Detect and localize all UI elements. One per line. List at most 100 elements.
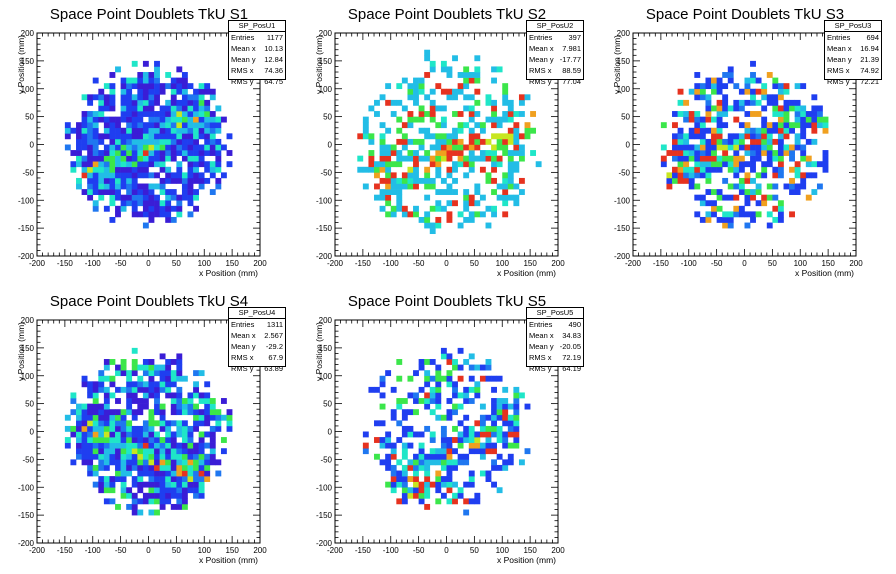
x-tick-label: -100: [85, 546, 102, 555]
bin-cell: [120, 138, 127, 145]
bin-cell: [452, 448, 458, 455]
x-tick-label: 0: [444, 259, 449, 268]
bin-cell: [103, 459, 110, 466]
bin-cell: [446, 66, 453, 73]
bin-cell: [766, 133, 773, 140]
bin-cell: [468, 425, 475, 432]
bin-cell: [407, 183, 414, 190]
bin-cell: [699, 122, 706, 129]
bin-cell: [137, 375, 144, 382]
bin-cell: [87, 177, 94, 184]
bin-cell: [777, 83, 784, 90]
bin-cell: [777, 200, 784, 207]
bin-cell: [142, 133, 149, 140]
bin-cell: [485, 222, 492, 229]
bin-cell: [131, 359, 138, 365]
bin-cell: [474, 492, 481, 499]
bin-cell: [115, 431, 121, 438]
bin-cell: [187, 122, 194, 129]
bin-cell: [154, 448, 160, 455]
bin-cell: [474, 111, 481, 117]
bin-cell: [502, 189, 509, 195]
x-tick-label: -50: [115, 259, 127, 268]
bin-cell: [148, 105, 155, 112]
bin-cell: [463, 453, 470, 460]
bin-cell: [468, 77, 475, 84]
bin-cell: [176, 403, 183, 410]
bin-cell: [176, 122, 183, 129]
chart-title: Space Point Doublets TkU S3: [645, 6, 845, 23]
bin-cell: [131, 211, 138, 218]
bin-cell: [677, 172, 684, 179]
bin-cell: [142, 194, 149, 201]
bin-cell: [81, 116, 88, 123]
bin-cell: [435, 453, 442, 460]
bin-cell: [413, 77, 419, 84]
bin-cell: [727, 216, 734, 223]
bin-cell: [440, 347, 447, 354]
stats-row: Mean x 2.567: [229, 330, 285, 341]
bin-cell: [142, 359, 149, 365]
bin-cell: [181, 442, 188, 449]
bin-cell: [170, 83, 177, 90]
bin-cell: [126, 370, 133, 377]
stats-key: RMS y: [827, 77, 850, 86]
bin-cell: [694, 133, 701, 140]
bin-cell: [120, 94, 127, 101]
bin-cell: [440, 60, 447, 67]
bin-cell: [424, 155, 431, 162]
bin-cell: [131, 498, 138, 505]
x-tick-label: 150: [225, 259, 239, 268]
bin-cell: [491, 420, 497, 427]
bin-cell: [165, 116, 172, 123]
x-tick-label: 0: [146, 546, 151, 555]
bin-cell: [424, 194, 431, 201]
bin-cell: [170, 172, 177, 179]
bin-cell: [131, 503, 138, 510]
bin-cell: [374, 194, 380, 201]
bin-cell: [103, 161, 110, 168]
bin-cell: [429, 111, 436, 117]
bin-cell: [479, 425, 486, 432]
bin-cell: [390, 150, 397, 156]
bin-cell: [711, 105, 717, 112]
bin-cell: [374, 453, 380, 460]
bin-cell: [407, 116, 414, 123]
bin-cell: [491, 111, 497, 117]
bin-cell: [98, 464, 105, 471]
bin-cell: [176, 386, 183, 393]
bin-cell: [457, 138, 464, 145]
bin-cell: [733, 133, 740, 140]
bin-cell: [491, 116, 497, 123]
bin-cell: [176, 353, 183, 360]
bin-cell: [131, 183, 138, 190]
x-axis: -200 -150 -100 -50 0 50 100 150 200: [625, 33, 863, 268]
bin-cell: [137, 442, 144, 449]
bin-cell: [485, 437, 492, 443]
bin-cell: [479, 138, 486, 145]
bin-cell: [120, 83, 127, 90]
bin-cell: [711, 200, 717, 207]
bin-cell: [176, 364, 183, 371]
bin-cell: [474, 133, 481, 140]
bin-cell: [440, 375, 447, 382]
bin-cell: [463, 66, 470, 73]
bin-cell: [766, 122, 773, 129]
bin-cell: [165, 386, 172, 393]
bin-cell: [109, 189, 116, 195]
bin-cell: [87, 161, 94, 168]
bin-cell: [126, 470, 133, 477]
bin-cell: [368, 150, 375, 156]
bin-cell: [362, 166, 369, 173]
bin-cell: [159, 381, 166, 388]
bin-cell: [457, 492, 464, 499]
bin-cell: [159, 487, 166, 494]
bin-cell: [390, 414, 397, 421]
stats-value: 67.9: [268, 353, 283, 362]
bin-cell: [407, 122, 414, 129]
stats-row: RMS y 77.04: [527, 76, 583, 87]
bin-cell: [120, 431, 127, 438]
bin-cell: [452, 88, 458, 95]
bin-cell: [187, 487, 194, 494]
